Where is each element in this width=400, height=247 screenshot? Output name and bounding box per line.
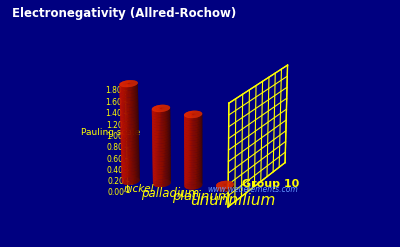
Text: Electronegativity (Allred-Rochow): Electronegativity (Allred-Rochow) (12, 7, 236, 21)
